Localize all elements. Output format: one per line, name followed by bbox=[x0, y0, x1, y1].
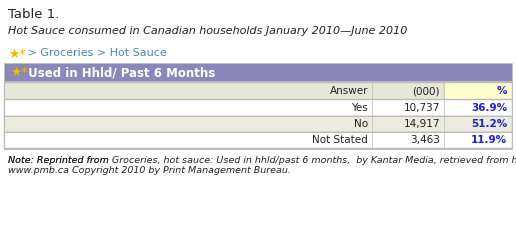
Text: Yes: Yes bbox=[351, 103, 368, 113]
Bar bbox=[4, 116, 512, 117]
Text: Note: Reprinted from: Note: Reprinted from bbox=[8, 156, 112, 165]
Text: Not Stated: Not Stated bbox=[312, 135, 368, 145]
Text: Table 1.: Table 1. bbox=[8, 8, 59, 21]
Bar bbox=[4, 116, 512, 132]
Text: 10,737: 10,737 bbox=[404, 103, 440, 113]
Bar bbox=[4, 63, 512, 81]
Text: 36.9%: 36.9% bbox=[471, 103, 507, 113]
Text: 51.2%: 51.2% bbox=[471, 119, 507, 129]
Bar bbox=[4, 148, 512, 149]
Text: No: No bbox=[354, 119, 368, 129]
Bar bbox=[4, 81, 512, 83]
Bar bbox=[4, 132, 512, 148]
Bar bbox=[444, 83, 512, 99]
Bar bbox=[4, 83, 512, 99]
Text: ★*: ★* bbox=[10, 66, 27, 79]
Text: Used in Hhld/ Past 6 Months: Used in Hhld/ Past 6 Months bbox=[24, 66, 215, 79]
Text: 11.9%: 11.9% bbox=[471, 135, 507, 145]
Text: Note: Reprinted from Groceries, hot sauce: Used in hhld/past 6 months,  by Kanta: Note: Reprinted from Groceries, hot sauc… bbox=[8, 156, 516, 175]
Text: 14,917: 14,917 bbox=[404, 119, 440, 129]
Text: %: % bbox=[496, 86, 507, 96]
Bar bbox=[4, 132, 512, 133]
Bar bbox=[4, 81, 512, 149]
Text: (000): (000) bbox=[412, 86, 440, 96]
Text: Hot Sauce consumed in Canadian households January 2010—June 2010: Hot Sauce consumed in Canadian household… bbox=[8, 26, 407, 36]
Text: > Groceries > Hot Sauce: > Groceries > Hot Sauce bbox=[24, 48, 167, 58]
Bar bbox=[4, 100, 512, 116]
Text: ★*: ★* bbox=[8, 48, 25, 61]
Bar bbox=[4, 99, 512, 100]
Text: 3,463: 3,463 bbox=[410, 135, 440, 145]
Text: Answer: Answer bbox=[330, 86, 368, 96]
